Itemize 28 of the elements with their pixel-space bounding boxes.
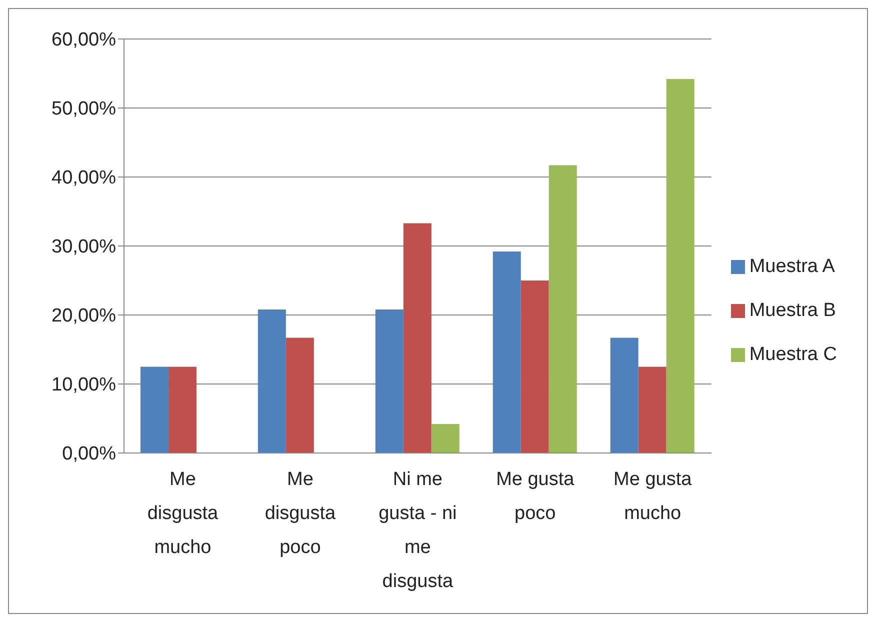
bar bbox=[375, 309, 404, 453]
y-tick-label: 30,00% bbox=[52, 236, 116, 258]
bar bbox=[258, 309, 286, 453]
bar bbox=[140, 366, 168, 453]
bar bbox=[520, 280, 549, 453]
bar bbox=[286, 338, 314, 453]
y-tick-label: 20,00% bbox=[52, 306, 116, 327]
y-tick-label: 40,00% bbox=[52, 168, 116, 189]
x-tick-label: Ni me gusta - ni me disgusta bbox=[378, 469, 457, 592]
y-tick-label: 10,00% bbox=[52, 374, 116, 396]
x-tick-label: Me disgusta poco bbox=[264, 469, 336, 558]
legend-label: Muestra C bbox=[749, 344, 837, 365]
bar bbox=[610, 338, 638, 453]
bar bbox=[666, 79, 694, 453]
x-tick-label: Me disgusta mucho bbox=[147, 469, 219, 558]
y-tick-label: 50,00% bbox=[52, 98, 116, 120]
legend-label: Muestra B bbox=[749, 300, 836, 321]
legend-label: Muestra A bbox=[749, 256, 835, 277]
bar bbox=[638, 366, 666, 453]
bar bbox=[492, 252, 521, 453]
bar bbox=[548, 165, 577, 453]
y-tick-label: 0,00% bbox=[62, 444, 116, 465]
bar bbox=[168, 366, 196, 453]
x-tick-label: Me gusta mucho bbox=[614, 469, 692, 524]
y-tick-label: 60,00% bbox=[52, 30, 116, 51]
bar bbox=[403, 223, 432, 453]
x-tick-label: Me gusta poco bbox=[496, 469, 575, 524]
bar bbox=[431, 424, 460, 453]
